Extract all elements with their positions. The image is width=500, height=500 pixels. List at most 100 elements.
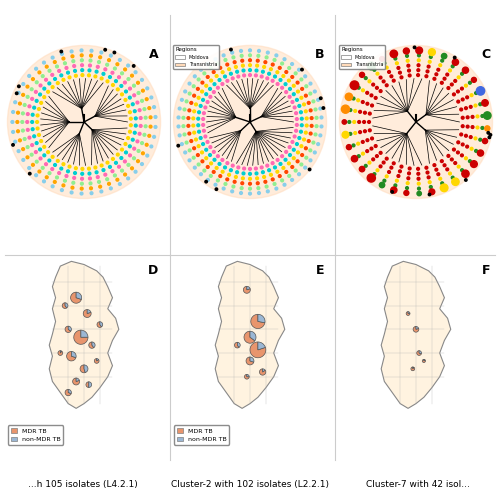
Circle shape [278,66,281,69]
Circle shape [394,57,396,60]
Circle shape [280,62,283,65]
Wedge shape [65,390,71,396]
Circle shape [349,108,352,112]
Circle shape [126,136,130,140]
Circle shape [32,114,34,116]
Circle shape [452,178,459,186]
Circle shape [124,98,127,102]
Circle shape [342,120,346,124]
Circle shape [298,68,300,71]
Text: B: B [315,48,324,60]
Circle shape [126,177,130,180]
Circle shape [106,80,109,82]
Wedge shape [246,357,254,365]
Circle shape [285,150,288,154]
Circle shape [108,59,110,62]
Circle shape [222,71,224,74]
Circle shape [257,54,260,57]
Text: F: F [482,264,490,277]
Circle shape [96,176,99,178]
Circle shape [72,182,74,184]
Circle shape [283,58,286,60]
Circle shape [224,58,227,61]
Circle shape [416,168,420,170]
Circle shape [291,76,294,78]
Circle shape [340,46,492,199]
Circle shape [234,66,238,68]
Circle shape [443,78,446,80]
Circle shape [476,126,479,129]
Circle shape [150,145,152,148]
Circle shape [104,68,106,70]
Circle shape [43,154,46,156]
Circle shape [130,167,134,170]
Circle shape [236,70,238,73]
Circle shape [426,70,429,73]
Wedge shape [60,350,62,353]
Circle shape [305,85,308,87]
Wedge shape [413,326,419,332]
Circle shape [36,81,38,84]
Circle shape [62,57,65,60]
Circle shape [352,144,355,147]
Circle shape [316,142,320,146]
Circle shape [43,146,46,148]
Circle shape [386,158,388,160]
Circle shape [132,103,134,106]
Polygon shape [215,262,285,408]
Circle shape [271,162,274,164]
Circle shape [104,48,106,51]
Circle shape [18,102,22,105]
Circle shape [396,62,398,64]
Circle shape [291,140,294,143]
Circle shape [22,148,25,150]
Circle shape [18,139,22,141]
Circle shape [460,154,464,156]
Circle shape [60,188,64,192]
Circle shape [111,170,114,172]
Circle shape [368,62,375,70]
Circle shape [194,166,196,169]
Circle shape [474,104,477,107]
Circle shape [208,88,212,90]
Circle shape [134,71,137,74]
Circle shape [38,71,41,74]
Circle shape [22,94,25,96]
Circle shape [366,102,369,105]
Circle shape [89,182,92,185]
Circle shape [98,60,100,64]
Circle shape [485,126,490,131]
Text: Cluster-7 with 42 isol...: Cluster-7 with 42 isol... [366,480,470,489]
Circle shape [256,60,259,62]
Circle shape [99,56,102,58]
Circle shape [300,163,303,166]
Circle shape [439,64,442,66]
Circle shape [262,176,266,178]
Circle shape [296,151,300,154]
Circle shape [128,154,132,156]
Circle shape [241,182,244,184]
Circle shape [358,130,362,134]
Circle shape [248,178,252,180]
Circle shape [212,90,215,94]
Circle shape [150,96,152,99]
Circle shape [482,100,488,106]
Circle shape [17,150,20,152]
Circle shape [42,74,44,78]
Circle shape [124,68,126,71]
Circle shape [118,182,121,186]
Circle shape [88,168,90,170]
Circle shape [236,171,238,173]
Circle shape [292,93,295,96]
Circle shape [184,90,186,93]
Circle shape [65,66,68,70]
Circle shape [18,85,20,87]
Circle shape [210,174,212,178]
Circle shape [204,135,207,138]
Circle shape [397,66,400,70]
Circle shape [149,116,152,118]
Circle shape [177,144,180,147]
Circle shape [276,71,278,74]
Circle shape [112,158,114,160]
Circle shape [428,181,431,184]
